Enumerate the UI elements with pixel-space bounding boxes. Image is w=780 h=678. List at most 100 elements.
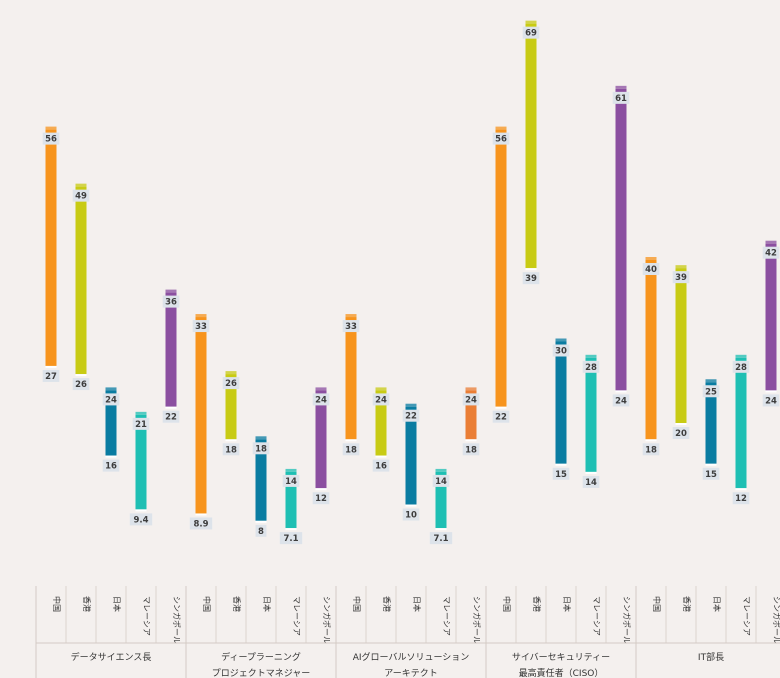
bar-2-3-low-label: 8 [255, 524, 267, 537]
bar-3-1-high-label-bg [342, 320, 360, 333]
bar-3-4-base [435, 528, 447, 531]
group-label-2-line2: プロジェクトマネジャー [212, 668, 311, 678]
bar-1-4-low-label-bg [129, 513, 153, 526]
bar-4-4-low-label-text: 14 [585, 478, 597, 488]
bar-4-3-cap [555, 338, 567, 342]
bar-5-2-low-label: 20 [672, 427, 690, 439]
bar-1-1-low-label: 27 [42, 369, 60, 382]
bar-1-3-cap [105, 387, 117, 391]
bar-5-3-base [705, 463, 717, 466]
bar-2-5 [315, 390, 327, 489]
bar-4-4-low-label: 14 [582, 475, 600, 488]
bar-3-3-low-label: 10 [402, 508, 420, 521]
bar-5-3-high-label-bg [702, 385, 720, 398]
bar-3-4-high-label-bg [432, 474, 450, 487]
bar-1-4 [135, 414, 147, 510]
bar-5-4-high-label-bg [732, 360, 750, 373]
bar-3-2-high-label-bg [372, 393, 390, 406]
bar-5-1-low-label: 18 [642, 443, 660, 456]
bar-4-4-low-label-bg [582, 475, 600, 488]
bar-4-1-base [495, 406, 507, 409]
group-label-2: ディープラーニング [221, 651, 301, 663]
bar-3-5-low-label-bg [462, 443, 480, 456]
bar-4-4-high-label-text: 28 [585, 363, 597, 373]
bar-3-5-high-label-text: 24 [465, 395, 477, 405]
bar-1-2-high-label-text: 49 [75, 192, 87, 202]
bar-5-4-high-label: 28 [732, 360, 750, 373]
bar-2-5-low-label-bg [312, 492, 330, 505]
bar-1-2-high-label: 49 [72, 189, 90, 202]
bar-2-3-low-label-text: 8 [258, 527, 264, 537]
bar-2-2-high-label-text: 26 [225, 379, 237, 389]
bar-3-2-low-label: 16 [372, 459, 390, 472]
group-label-3: AIグローバルソリューション [353, 651, 470, 663]
bar-3-5-cap [465, 387, 477, 391]
bar-2-2-low-label-bg [222, 443, 240, 456]
bar-1-3-high-label-text: 24 [105, 395, 117, 405]
bar-1-2-low-label-bg [72, 378, 90, 391]
category-label-1-5: シンガポール [172, 596, 182, 644]
bar-3-5-high-label: 24 [462, 393, 480, 406]
category-label-4-4: マレーシア [592, 596, 601, 636]
bar-2-3-high-label-bg [252, 442, 270, 455]
bar-2-2-high-label-bg [222, 377, 240, 390]
bar-3-1-high-label: 33 [342, 320, 360, 333]
bar-3-3-low-label-text: 10 [405, 511, 417, 521]
bar-1-2-cap [75, 183, 87, 187]
bar-2-1-base [195, 513, 207, 516]
bar-4-1-high-label-bg [492, 132, 510, 145]
bar-3-3-low-label-bg [402, 508, 420, 521]
bar-1-4-high-label-text: 21 [135, 420, 147, 430]
bar-5-3-high-label-text: 25 [705, 387, 717, 397]
group-label-3-line2: アーキテクト [384, 668, 437, 678]
bar-4-3-high-label-text: 30 [555, 347, 567, 357]
bar-4-1-low-label-bg [492, 410, 510, 423]
bar-2-4-low-label-bg [279, 532, 303, 545]
bar-1-1-high-label: 56 [42, 132, 60, 145]
bar-3-2-base [375, 455, 387, 458]
bar-4-5-high-label-bg [612, 91, 630, 104]
category-label-3-4: マレーシア [442, 596, 451, 636]
group-label-5: IT部長 [698, 651, 724, 663]
bar-5-5-low-label-text: 24 [765, 396, 777, 406]
bar-5-1-high-label-text: 40 [645, 265, 657, 275]
bar-2-4-high-label-bg [282, 474, 300, 487]
bar-3-2-low-label-text: 16 [375, 462, 387, 472]
bar-1-2-high-label-bg [72, 189, 90, 202]
bar-2-3-cap [255, 436, 267, 440]
bar-2-5-low-label: 12 [312, 492, 330, 505]
bar-1-2 [75, 186, 87, 375]
bar-3-3 [405, 406, 417, 505]
bar-3-5-low-label-text: 18 [465, 445, 477, 455]
bar-3-1-low-label-text: 18 [345, 445, 357, 455]
category-label-3-5: シンガポール [472, 596, 482, 644]
bar-1-3-low-label-text: 16 [105, 462, 117, 472]
bar-1-3-low-label-bg [102, 459, 120, 472]
bar-4-5-cap [615, 85, 627, 89]
bar-1-1-base [45, 365, 57, 368]
bar-3-3-base [405, 504, 417, 507]
bar-1-3-high-label: 24 [102, 393, 120, 406]
bar-4-5-low-label: 24 [612, 394, 630, 407]
bar-5-1-base [645, 439, 657, 442]
bar-4-1 [495, 129, 507, 407]
bar-3-4-cap [435, 468, 447, 472]
bar-2-5-high-label: 24 [312, 393, 330, 406]
group-label-4-line2: 最高責任者（CISO） [519, 667, 604, 678]
bar-5-1 [645, 260, 657, 440]
bar-2-4-low-label: 7.1 [279, 532, 303, 545]
category-label-3-3: 日本 [412, 596, 422, 612]
category-label-1-3: 日本 [112, 596, 122, 612]
bar-2-5-low-label-text: 12 [315, 494, 327, 504]
bar-1-3 [105, 390, 117, 456]
bar-2-1-high-label: 33 [192, 320, 210, 333]
bar-3-4-low-label-bg [429, 532, 453, 545]
bar-1-1-low-label-text: 27 [45, 372, 57, 382]
category-label-2-2: 香港 [232, 596, 242, 612]
bar-3-4-high-label-text: 14 [435, 477, 447, 487]
bar-3-5-base [465, 439, 477, 442]
bar-1-3-low-label: 16 [102, 459, 120, 472]
bar-4-5-base [615, 390, 627, 393]
bar-4-2-base [525, 268, 537, 271]
